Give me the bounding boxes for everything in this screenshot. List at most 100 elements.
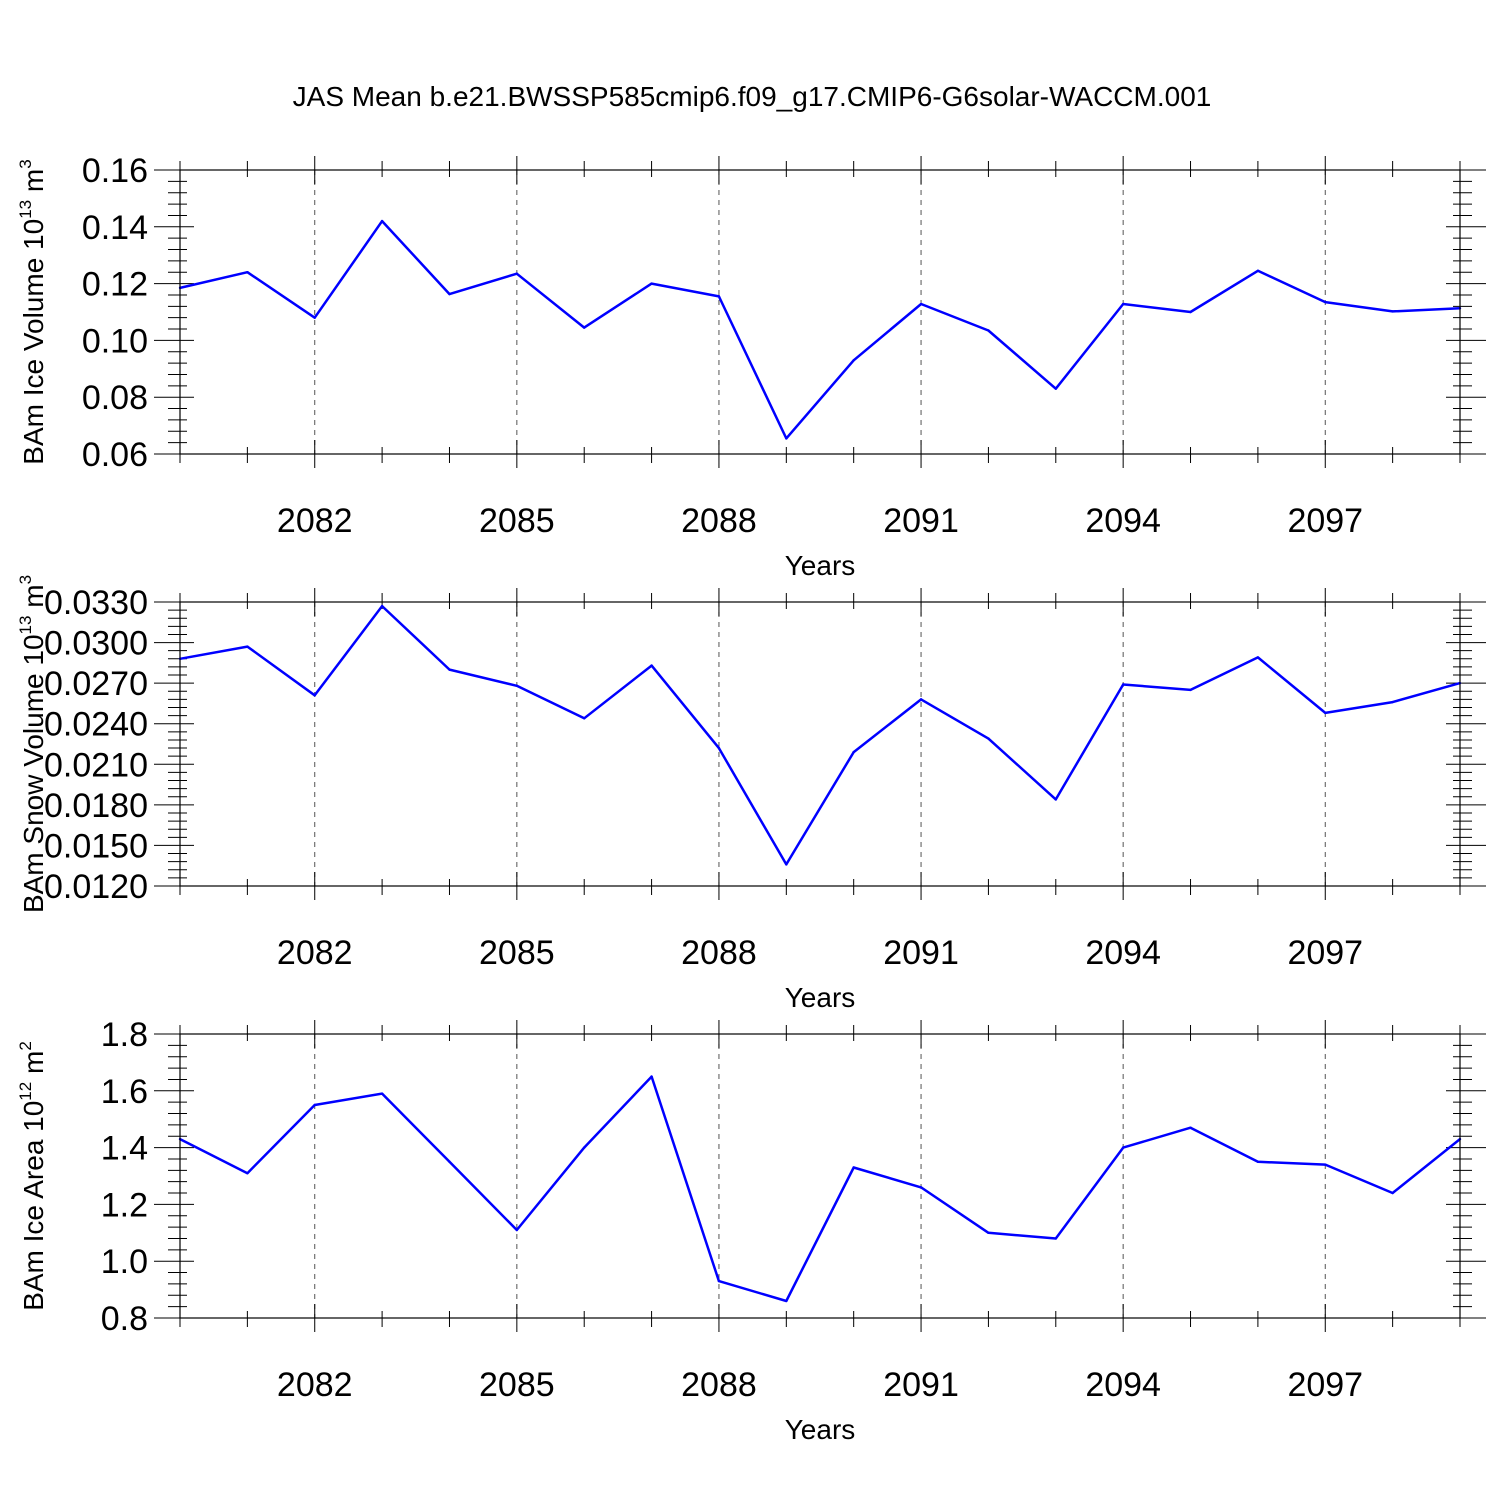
x-tick-label: 2085: [479, 502, 555, 540]
figure-title: JAS Mean b.e21.BWSSP585cmip6.f09_g17.CMI…: [293, 81, 1212, 112]
y-axis-label-superscript: 13: [16, 200, 35, 219]
data-point-2082: [313, 316, 316, 319]
data-point-2092: [987, 737, 990, 740]
plot-frame: [179, 601, 1461, 887]
data-point-2085: [515, 272, 519, 275]
y-axis-label-part: BAm Ice Area 10: [18, 1101, 49, 1311]
data-point-2081: [246, 1171, 249, 1175]
y-tick-label: 0.12: [82, 266, 148, 304]
y-axis-label: BAm Ice Area 1012 m2: [16, 1041, 49, 1311]
x-tick-label: 2091: [883, 502, 959, 540]
data-point-2097: [1324, 1163, 1327, 1166]
x-tick-label: 2085: [479, 934, 555, 972]
x-tick-label: 2091: [883, 1366, 959, 1404]
data-point-2087: [650, 1075, 653, 1078]
panel-2: 0.01200.01500.01800.02100.02400.02700.03…: [16, 575, 1486, 1013]
data-point-2095: [1189, 310, 1192, 314]
data-point-2084: [448, 292, 451, 296]
y-axis-label-part: m: [18, 169, 49, 200]
data-point-2094: [1121, 683, 1125, 686]
y-axis-label-part: m: [18, 1051, 49, 1082]
y-axis-label: BAm Ice Volume 1013 m3: [16, 159, 49, 464]
panel-1: 0.06 0.08 0.10 0.12 0.14 0.16 2082 2085 2088 2091…: [16, 152, 1486, 581]
y-axis-label-part: BAm Ice Volume 10: [18, 219, 49, 465]
data-point-2098: [1391, 1191, 1394, 1195]
y-tick-label: 1.2: [101, 1186, 148, 1224]
y-tick-label: 0.08: [82, 379, 148, 417]
y-axis-label-part: BAm Snow Volume 10: [18, 634, 49, 913]
data-point-2082: [313, 694, 316, 697]
x-axis-label: Years: [785, 1414, 856, 1445]
data-point-2091: [919, 698, 923, 701]
y-axis-label-superscript: 2: [16, 1041, 35, 1050]
y-tick-label: 0.0120: [44, 868, 148, 906]
x-tick-label: 2094: [1085, 934, 1161, 972]
data-point-2083: [380, 1092, 384, 1095]
x-tick-label: 2091: [883, 934, 959, 972]
y-tick-label: 0.14: [82, 209, 148, 247]
data-point-2081: [246, 645, 249, 648]
y-tick-label: 0.0150: [44, 827, 148, 865]
series-line: [179, 219, 1461, 440]
data-point-2091: [919, 1186, 923, 1189]
data-point-2094: [1121, 1146, 1125, 1149]
x-tick-label: 2097: [1287, 934, 1363, 972]
y-tick-label: 1.4: [101, 1130, 148, 1168]
data-point-2088: [717, 295, 721, 298]
data-point-2097: [1324, 300, 1327, 304]
data-point-2097: [1324, 711, 1327, 715]
y-axis-label-superscript: 13: [16, 616, 35, 635]
series-line: [179, 604, 1461, 866]
data-point-2089: [785, 863, 788, 866]
data-point-2096: [1256, 1160, 1260, 1164]
data-point-2093: [1054, 798, 1057, 801]
y-tick-label: 1.8: [101, 1016, 148, 1054]
series-line: [179, 1075, 1461, 1303]
data-point-2096: [1256, 269, 1260, 273]
data-point-2085: [515, 1228, 519, 1232]
x-tick-label: 2088: [681, 1366, 757, 1404]
data-point-2090: [852, 1166, 855, 1169]
y-axis-label-superscript: 3: [16, 575, 35, 584]
data-point-2086: [583, 1146, 586, 1149]
data-point-2088: [717, 746, 721, 750]
y-tick-label: 0.8: [101, 1300, 148, 1338]
x-tick-label: 2094: [1085, 502, 1161, 540]
data-point-2082: [313, 1103, 316, 1107]
data-point-2087: [650, 664, 653, 667]
y-tick-label: 0.0210: [44, 746, 148, 784]
plot-frame: [179, 1033, 1461, 1319]
data-point-2083: [380, 219, 384, 223]
y-tick-label: 0.0300: [44, 625, 148, 663]
data-point-2098: [1391, 310, 1394, 313]
data-point-2083: [380, 604, 384, 608]
x-tick-label: 2088: [681, 934, 757, 972]
data-point-2095: [1189, 1126, 1192, 1129]
data-point-2086: [583, 717, 586, 720]
data-point-2090: [852, 359, 855, 362]
data-point-2093: [1054, 387, 1057, 390]
data-point-2092: [987, 1231, 990, 1235]
x-tick-label: 2097: [1287, 502, 1363, 540]
data-point-2084: [448, 1160, 451, 1164]
y-tick-label: 0.06: [82, 436, 148, 474]
data-point-2098: [1391, 700, 1394, 704]
x-tick-label: 2082: [277, 502, 353, 540]
plot-frame: [179, 169, 1461, 455]
panel-3: 0.8 1.0 1.2 1.4 1.6 1.8 2082 2085 2088 2091 2094 20…: [16, 1016, 1486, 1445]
y-tick-label: 0.0180: [44, 787, 148, 825]
data-point-2089: [785, 1299, 788, 1303]
data-point-2081: [246, 271, 249, 274]
data-point-2091: [919, 302, 923, 306]
data-point-2095: [1189, 688, 1192, 692]
data-point-2094: [1121, 302, 1125, 306]
data-point-2088: [717, 1279, 721, 1283]
x-tick-label: 2088: [681, 502, 757, 540]
x-tick-label: 2082: [277, 934, 353, 972]
data-point-2090: [852, 750, 855, 754]
data-point-2084: [448, 668, 451, 671]
x-tick-label: 2082: [277, 1366, 353, 1404]
data-point-2092: [987, 329, 990, 332]
